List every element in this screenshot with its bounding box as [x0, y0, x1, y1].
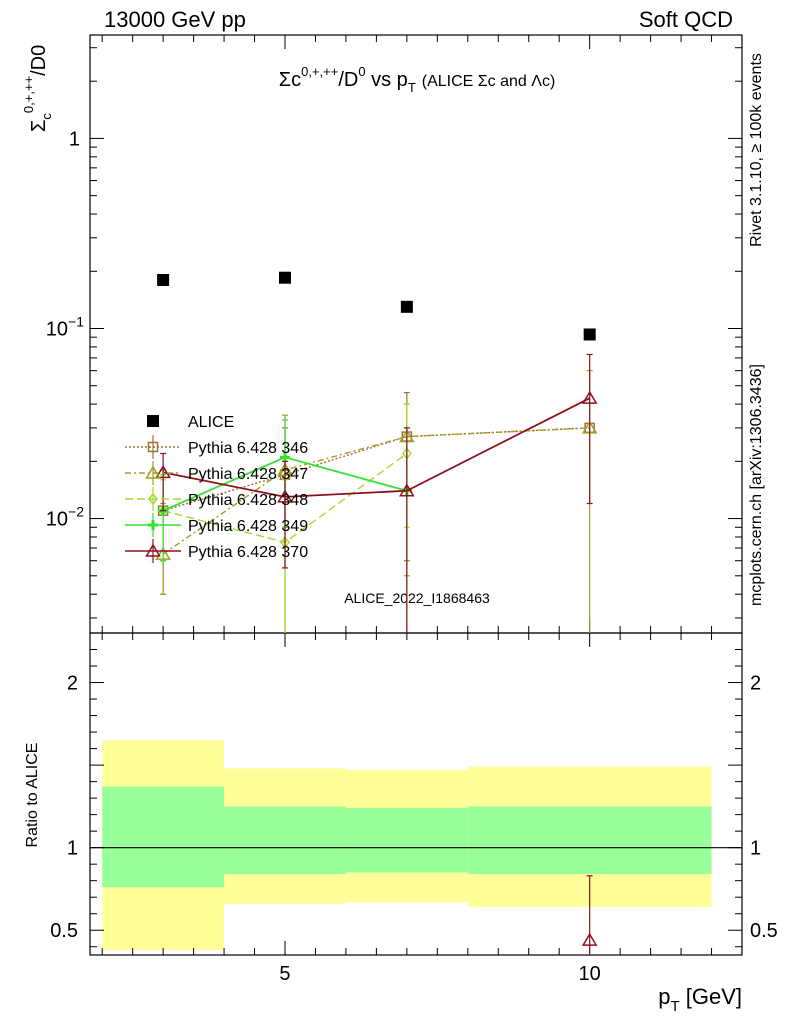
y-tick-label: 10−1 — [46, 313, 84, 340]
legend-label: Pythia 6.428 349 — [188, 518, 308, 535]
uncertainty-band-inner — [467, 806, 712, 875]
ratio-y-tick-label: 2 — [67, 673, 78, 695]
uncertainty-band-inner — [224, 806, 346, 875]
ratio-y-tick-label: 0.5 — [750, 920, 778, 942]
series-alice — [157, 271, 596, 341]
marker-open-triangle — [145, 465, 161, 479]
y-tick-label: 10−2 — [46, 504, 84, 531]
marker-open-triangle — [399, 483, 415, 497]
legend-entry-p349: Pythia 6.428 349 — [125, 513, 308, 537]
marker-open-triangle — [145, 543, 161, 557]
marker-open-diamond — [148, 492, 158, 506]
legend-entry-p348: Pythia 6.428 348 — [125, 487, 308, 511]
header-beam-label: 13000 GeV pp — [104, 7, 246, 32]
ratio-y-tick-label: 1 — [67, 838, 78, 860]
legend-label: Pythia 6.428 346 — [188, 440, 308, 457]
ratio-y-axis-label: Ratio to ALICE — [24, 743, 41, 848]
x-axis-label: pT [GeV] — [658, 984, 742, 1015]
analysis-watermark: ALICE_2022_I1868463 — [344, 590, 490, 606]
legend-label: Pythia 6.428 347 — [188, 466, 308, 483]
marker-open-triangle — [581, 390, 598, 404]
legend-label: Pythia 6.428 370 — [188, 544, 308, 561]
header-category-label: Soft QCD — [639, 7, 733, 32]
legend-entry-p346: Pythia 6.428 346 — [125, 435, 308, 459]
marker-open-square — [147, 441, 159, 453]
series-line — [162, 397, 591, 498]
marker-filled-square — [147, 415, 159, 427]
marker-filled-square — [583, 328, 596, 341]
legend-label: Pythia 6.428 348 — [188, 492, 308, 509]
ratio-y-tick-label: 0.5 — [50, 920, 78, 942]
marker-filled-square — [278, 271, 291, 284]
y-axis-label: Σc0,+,++/D0 — [21, 45, 54, 132]
marker-cross — [148, 520, 158, 530]
marker-filled-square — [157, 273, 170, 286]
marker-open-triangle — [581, 932, 598, 946]
uncertainty-band-inner — [102, 786, 225, 888]
legend-label: ALICE — [188, 414, 234, 431]
legend-entry-alice: ALICE — [147, 414, 234, 431]
x-tick-label: 10 — [579, 963, 601, 985]
ratio-y-tick-label: 2 — [750, 673, 761, 695]
marker-filled-square — [400, 300, 413, 313]
series-line — [162, 427, 590, 555]
x-tick-label: 5 — [279, 963, 290, 985]
marker-open-triangle — [277, 489, 293, 503]
series-p370 — [155, 353, 598, 633]
ratio-y-tick-label: 1 — [750, 838, 761, 860]
ratio-series-p370 — [581, 875, 598, 955]
marker-cross — [279, 452, 290, 463]
ratio-panel — [89, 632, 743, 956]
uncertainty-band-inner — [345, 808, 468, 873]
legend-entry-p347: Pythia 6.428 347 — [125, 461, 308, 485]
legend-entry-p370: Pythia 6.428 370 — [125, 539, 308, 563]
mcplots-label: mcplots.cern.ch [arXiv:1306.3436] — [748, 364, 765, 606]
marker-open-triangle — [155, 464, 171, 479]
rivet-version-label: Rivet 3.1.10, ≥ 100k events — [748, 53, 765, 247]
plot-title: Σc0,+,++/D0 vs pT (ALICE Σc and Λc) — [279, 64, 556, 95]
y-tick-label: 1 — [69, 128, 80, 150]
